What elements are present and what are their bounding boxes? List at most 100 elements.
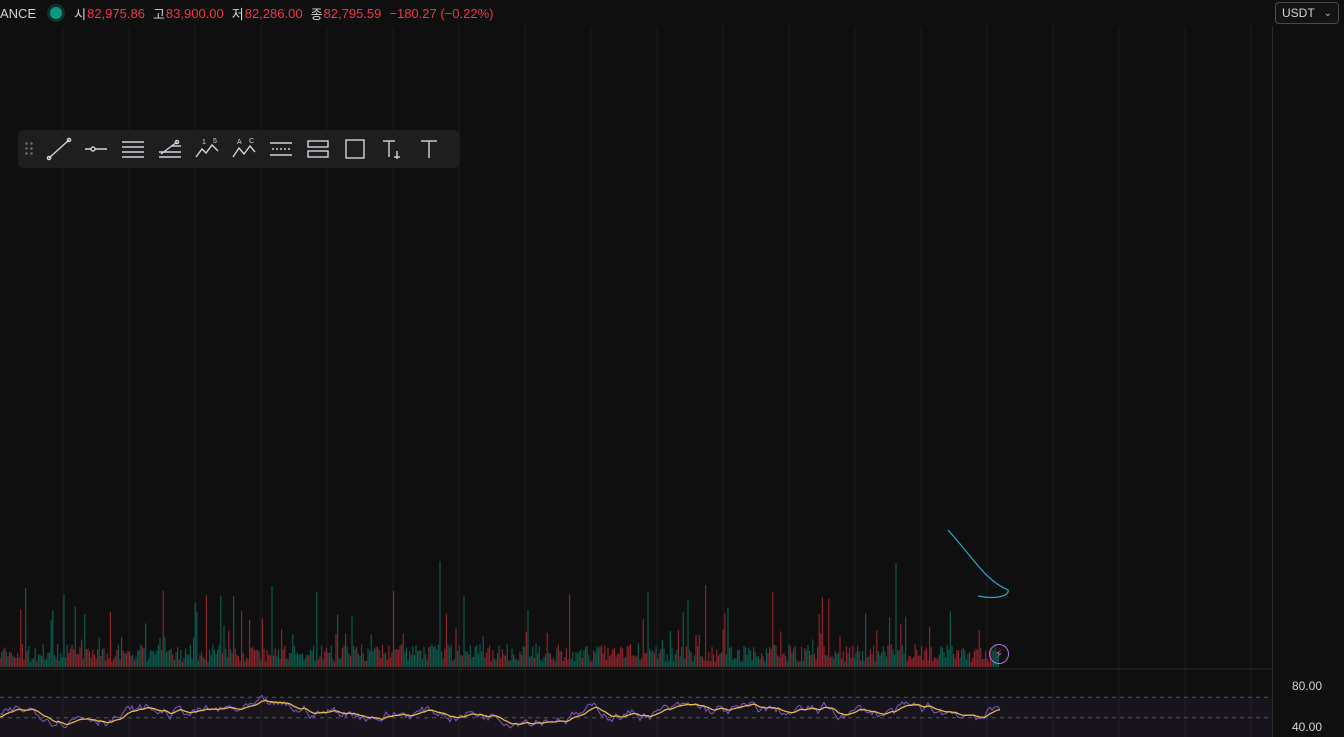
- volume-bar: [532, 646, 534, 667]
- volume-bar: [341, 648, 343, 667]
- volume-bar: [722, 629, 724, 667]
- volume-bar: [186, 654, 188, 667]
- long-position-icon[interactable]: [299, 134, 336, 164]
- volume-bar: [716, 649, 718, 667]
- volume-bar: [505, 655, 507, 667]
- volume-bar: [511, 648, 513, 667]
- volume-bar: [244, 661, 246, 667]
- volume-bar: [442, 659, 444, 667]
- volume-bar: [839, 636, 841, 667]
- volume-bar: [724, 612, 726, 667]
- volume-bar: [201, 651, 203, 667]
- volume-bar: [373, 649, 375, 667]
- volume-bar: [609, 656, 611, 667]
- volume-bar: [95, 658, 97, 667]
- volume-bar: [444, 648, 446, 667]
- volume-bar: [37, 654, 39, 667]
- volume-bar: [953, 653, 955, 667]
- volume-bar: [130, 655, 132, 667]
- volume-bar: [162, 590, 164, 667]
- volume-bar: [343, 645, 345, 667]
- volume-bar: [650, 651, 652, 667]
- volume-bar: [637, 643, 639, 667]
- volume-bar: [537, 653, 539, 667]
- price-axis[interactable]: [1272, 26, 1344, 737]
- volume-bar: [898, 650, 900, 667]
- volume-bar: [205, 594, 207, 667]
- volume-bar: [525, 631, 527, 667]
- volume-bar: [137, 651, 139, 667]
- volume-bar: [188, 654, 190, 667]
- volume-bar: [572, 652, 574, 667]
- volume-bar: [471, 657, 473, 667]
- volume-bar: [658, 653, 660, 667]
- currency-select[interactable]: USDT ⌄: [1275, 2, 1339, 24]
- close-label: 종: [310, 6, 323, 22]
- volume-bar: [458, 645, 460, 667]
- volume-bar: [159, 637, 161, 667]
- volume-bar: [111, 661, 113, 667]
- parallel-channel-icon[interactable]: [114, 134, 151, 164]
- volume-bar: [397, 649, 399, 667]
- volume-bar: [349, 655, 351, 667]
- volume-bar: [943, 652, 945, 667]
- volume-bar: [196, 611, 198, 667]
- volume-bar: [813, 653, 815, 667]
- fib-retracement-icon[interactable]: [151, 134, 188, 164]
- anchored-text-icon[interactable]: [373, 134, 410, 164]
- grid-lines: [62, 26, 1252, 737]
- volume-bar: [132, 654, 134, 667]
- volume-bar: [749, 650, 751, 667]
- trend-line-icon[interactable]: [40, 134, 77, 164]
- volume-bar: [375, 647, 377, 667]
- text-icon[interactable]: [410, 134, 447, 164]
- chevron-down-icon: ⌄: [1323, 7, 1332, 19]
- volume-bar: [441, 651, 443, 667]
- volume-bar: [113, 658, 115, 667]
- volume-bar: [41, 655, 43, 667]
- volume-bar: [129, 651, 131, 667]
- volume-bar: [405, 647, 407, 667]
- volume-bar: [293, 646, 295, 667]
- symbol-name[interactable]: ANCE: [0, 5, 37, 21]
- lightning-icon[interactable]: ⚡: [989, 644, 1009, 664]
- volume-bar: [965, 659, 967, 667]
- volume-bar: [145, 623, 147, 667]
- volume-bar: [500, 658, 502, 667]
- volume-bar: [865, 613, 867, 667]
- volume-bar: [821, 597, 823, 667]
- volume-bar: [605, 659, 607, 667]
- volume-bar: [807, 644, 809, 667]
- volume-bar: [484, 657, 486, 667]
- date-price-range-icon[interactable]: [262, 134, 299, 164]
- volume-bar: [263, 648, 265, 667]
- drag-handle-icon[interactable]: [24, 141, 34, 157]
- horizontal-ray-icon[interactable]: [77, 134, 114, 164]
- volume-bar: [362, 653, 364, 667]
- volume-bar: [57, 644, 59, 667]
- volume-bar: [97, 649, 99, 667]
- volume-bar: [31, 658, 33, 667]
- volume-bar: [156, 650, 158, 667]
- volume-bar: [141, 646, 143, 667]
- volume-bar: [135, 657, 137, 667]
- volume-bar: [852, 645, 854, 667]
- volume-bar: [221, 653, 223, 667]
- volume-bar: [629, 644, 631, 667]
- volume-bar: [108, 658, 110, 667]
- volume-bar: [300, 654, 302, 667]
- volume-bar: [591, 660, 593, 667]
- volume-bar: [298, 654, 300, 667]
- volume-bar: [301, 653, 303, 667]
- rectangle-icon[interactable]: [336, 134, 373, 164]
- volume-bar: [601, 645, 603, 667]
- volume-bar: [578, 651, 580, 667]
- volume-bar: [668, 661, 670, 667]
- volume-bar: [493, 658, 495, 667]
- volume-bar: [229, 648, 231, 667]
- volume-bar: [978, 630, 980, 667]
- volume-bar: [42, 644, 44, 667]
